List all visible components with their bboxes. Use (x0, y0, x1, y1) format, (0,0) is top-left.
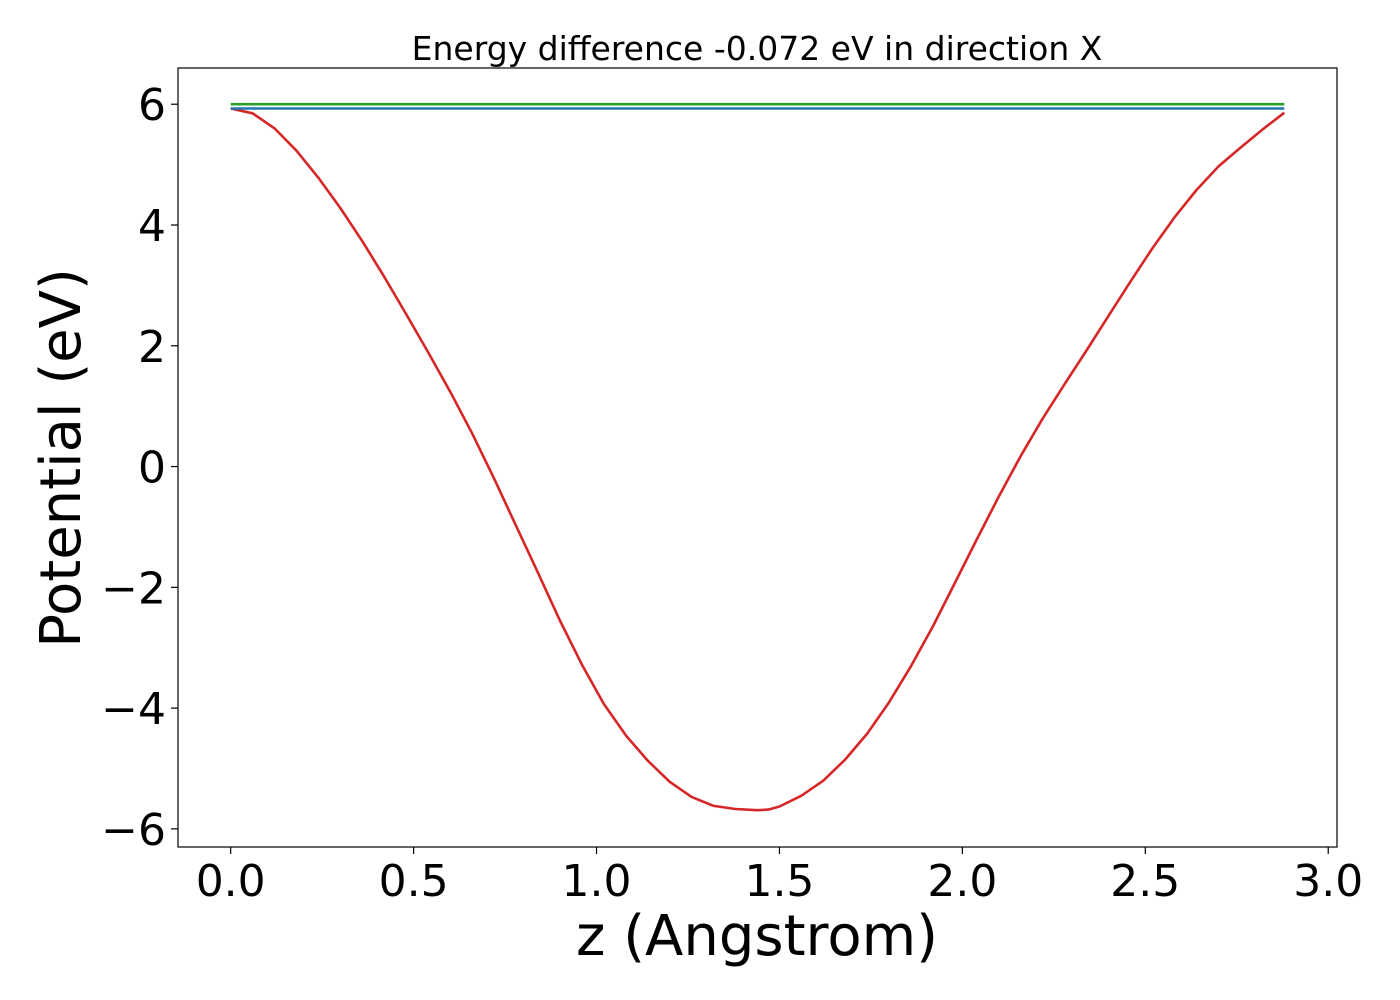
series-layer (230, 102, 1286, 812)
series-line-1 (230, 107, 1286, 812)
plot-frame (177, 67, 1338, 848)
x-tick-label: 2.5 (1110, 856, 1180, 907)
y-axis: −6 −4 −2 0 2 4 6 (101, 80, 178, 856)
y-tick-label: 0 (138, 443, 166, 494)
y-tick-label: 6 (138, 80, 166, 131)
x-tick-label: 0.0 (196, 856, 266, 907)
x-tick-label: 1.5 (744, 856, 814, 907)
chart-title: Energy difference -0.072 eV in direction… (412, 29, 1103, 68)
y-tick-label: −6 (101, 805, 166, 856)
x-axis-label: z (Angstrom) (576, 904, 938, 969)
y-tick-label: 2 (138, 322, 166, 373)
x-axis: 0.0 0.5 1.0 1.5 2.0 2.5 3.0 (196, 847, 1363, 907)
y-tick-label: 4 (138, 201, 166, 252)
x-tick-label: 1.0 (562, 856, 632, 907)
x-tick-label: 0.5 (379, 856, 449, 907)
y-axis-label: Potential (eV) (29, 268, 94, 648)
x-tick-label: 2.0 (927, 856, 997, 907)
y-tick-label: −2 (101, 563, 166, 614)
y-tick-label: −4 (101, 684, 166, 735)
x-tick-label: 3.0 (1293, 856, 1363, 907)
